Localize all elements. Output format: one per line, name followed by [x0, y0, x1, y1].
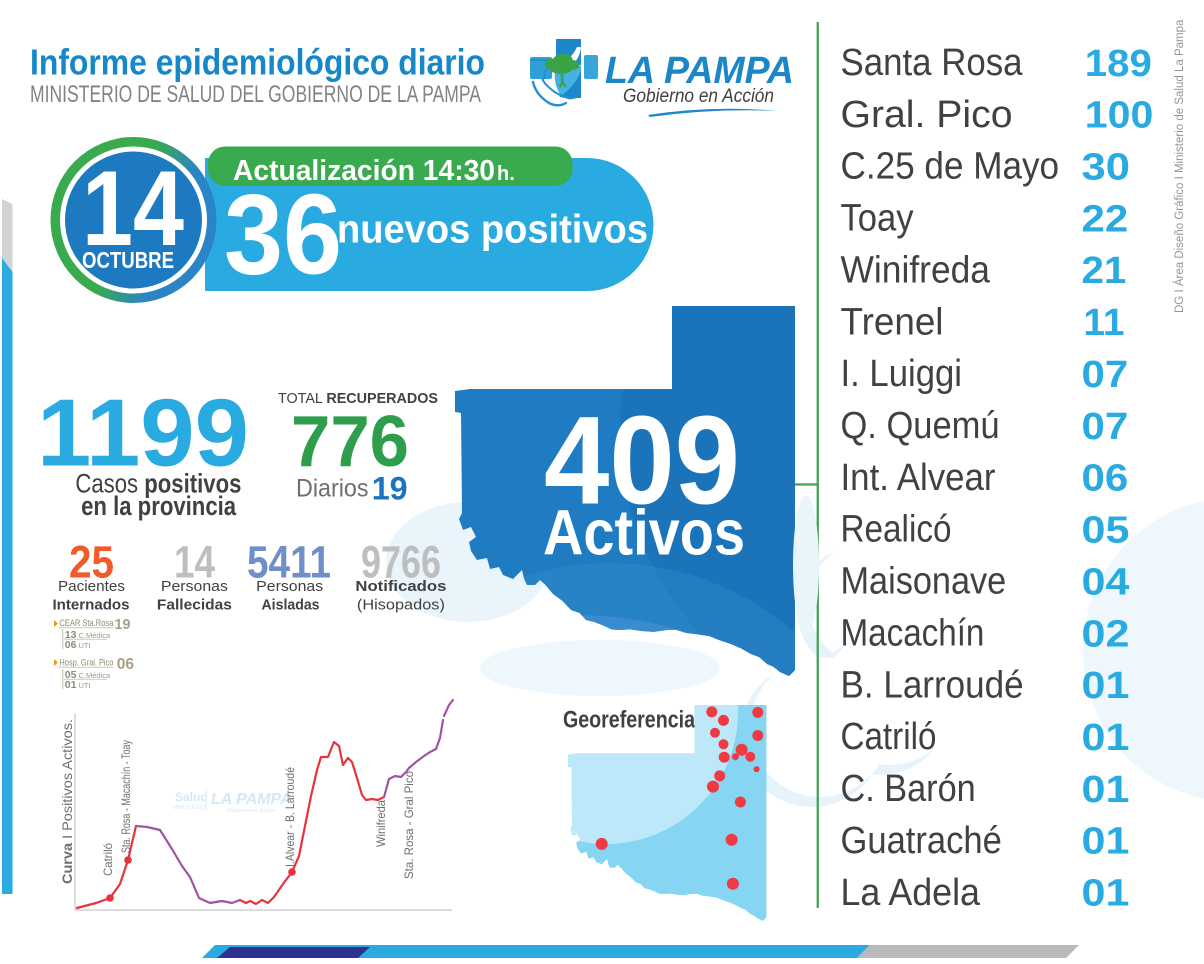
svg-text:Aisladas: Aisladas — [262, 597, 320, 614]
svg-text:Gobierno en Acción: Gobierno en Acción — [623, 86, 774, 107]
svg-text:OCTUBRE: OCTUBRE — [82, 247, 174, 273]
svg-text:nuevos positivos: nuevos positivos — [337, 208, 648, 252]
svg-text:C.Médica: C.Médica — [79, 671, 112, 680]
svg-text:Personas: Personas — [256, 578, 323, 595]
svg-text:DG I Área Diseño Gráfico I Min: DG I Área Diseño Gráfico I Ministerio de… — [1173, 19, 1186, 313]
svg-text:MINISTERIO DE SALUD DEL GOBIER: MINISTERIO DE SALUD DEL GOBIERNO DE LA P… — [30, 81, 481, 108]
svg-text:Int. Alvear: Int. Alvear — [841, 456, 996, 499]
svg-text:UTI: UTI — [79, 681, 91, 690]
svg-text:h.: h. — [497, 163, 515, 185]
svg-text:MINISTERIO: MINISTERIO — [173, 805, 206, 811]
svg-text:14: 14 — [174, 537, 215, 588]
svg-text:06: 06 — [117, 656, 134, 673]
svg-text:22: 22 — [1082, 197, 1129, 240]
svg-text:La Adela: La Adela — [841, 871, 981, 914]
svg-text:Winifreda: Winifreda — [841, 248, 991, 291]
svg-text:21: 21 — [1082, 249, 1127, 292]
svg-text:01: 01 — [1082, 820, 1130, 863]
svg-text:100: 100 — [1085, 94, 1154, 137]
svg-text:02: 02 — [1082, 612, 1130, 655]
svg-text:LA PAMPA: LA PAMPA — [605, 49, 794, 92]
svg-text:Gral. Pico: Gral. Pico — [841, 93, 1013, 136]
svg-text:30: 30 — [1082, 146, 1131, 189]
svg-text:Sta. Rosa - Macachín - Toay: Sta. Rosa - Macachín - Toay — [119, 740, 133, 853]
svg-text:1199: 1199 — [37, 381, 249, 487]
svg-text:Trenel: Trenel — [841, 300, 944, 343]
svg-text:Diarios: Diarios — [296, 475, 369, 503]
svg-text:04: 04 — [1082, 560, 1131, 603]
svg-text:LA PAMPA: LA PAMPA — [211, 791, 292, 808]
svg-text:C.25 de Mayo: C.25 de Mayo — [841, 145, 1060, 188]
svg-text:Activos: Activos — [543, 496, 745, 568]
svg-text:Realicó: Realicó — [841, 508, 952, 551]
svg-text:06: 06 — [65, 639, 77, 651]
svg-text:05: 05 — [1082, 509, 1130, 552]
svg-text:Casos positivos: Casos positivos — [75, 468, 241, 498]
svg-text:Hosp. Gral. Pico: Hosp. Gral. Pico — [59, 658, 113, 669]
svg-text:25: 25 — [69, 537, 114, 588]
svg-text:Informe epidemiológico diario: Informe epidemiológico diario — [30, 42, 485, 83]
svg-text:Actualización 14:30: Actualización 14:30 — [233, 155, 495, 187]
svg-text:13: 13 — [65, 629, 77, 641]
svg-text:C.Médica: C.Médica — [79, 631, 112, 640]
svg-text:I.Alvear - B. Larroudé: I.Alvear - B. Larroudé — [283, 767, 297, 867]
svg-text:06: 06 — [1082, 457, 1129, 500]
svg-text:11: 11 — [1083, 301, 1124, 344]
svg-text:01: 01 — [1082, 768, 1130, 811]
svg-text:189: 189 — [1085, 42, 1152, 85]
svg-text:01: 01 — [65, 679, 77, 691]
svg-text:I. Luiggi: I. Luiggi — [841, 352, 963, 395]
svg-text:Curva I Positivos Activos.: Curva I Positivos Activos. — [59, 719, 75, 884]
svg-text:C. Barón: C. Barón — [841, 767, 976, 810]
svg-text:409: 409 — [544, 391, 740, 530]
svg-text:19: 19 — [115, 617, 131, 633]
svg-text:Personas: Personas — [161, 578, 228, 595]
svg-text:01: 01 — [1082, 716, 1130, 759]
svg-text:Guatraché: Guatraché — [841, 819, 1002, 862]
svg-text:776: 776 — [291, 402, 409, 482]
svg-text:9766: 9766 — [361, 537, 441, 588]
svg-text:(Hisopados): (Hisopados) — [357, 597, 445, 614]
svg-text:Notificados: Notificados — [355, 578, 446, 595]
svg-text:Sta. Rosa - Gral Pico: Sta. Rosa - Gral Pico — [402, 771, 416, 879]
svg-text:36: 36 — [224, 171, 342, 298]
svg-text:Fallecidas: Fallecidas — [157, 597, 232, 614]
svg-text:5411: 5411 — [247, 537, 331, 588]
svg-text:Georeferencia: Georeferencia — [563, 706, 695, 733]
svg-text:Gobierno en Acción: Gobierno en Acción — [227, 808, 275, 814]
svg-text:Winifreda: Winifreda — [374, 800, 388, 847]
svg-text:07: 07 — [1082, 405, 1129, 448]
svg-text:Internados: Internados — [53, 597, 130, 614]
svg-text:19: 19 — [372, 470, 408, 507]
svg-text:Pacientes: Pacientes — [58, 578, 125, 595]
svg-text:B. Larroudé: B. Larroudé — [841, 663, 1024, 706]
svg-text:CEAR Sta.Rosa: CEAR Sta.Rosa — [59, 618, 114, 629]
svg-text:Catriló: Catriló — [841, 715, 937, 758]
svg-text:01: 01 — [1082, 664, 1130, 707]
svg-text:UTI: UTI — [79, 641, 91, 650]
svg-text:en la provincia: en la provincia — [81, 491, 237, 521]
svg-text:Toay: Toay — [841, 197, 915, 240]
svg-text:TOTAL RECUPERADOS: TOTAL RECUPERADOS — [278, 390, 438, 407]
svg-text:01: 01 — [1082, 872, 1130, 915]
svg-text:Santa Rosa: Santa Rosa — [841, 41, 1024, 84]
svg-text:14: 14 — [82, 148, 184, 268]
svg-text:07: 07 — [1082, 353, 1129, 396]
svg-text:Maisonave: Maisonave — [841, 560, 1007, 603]
svg-text:Macachín: Macachín — [841, 612, 985, 655]
svg-text:Q. Quemú: Q. Quemú — [841, 404, 1000, 447]
svg-text:05: 05 — [65, 669, 77, 681]
svg-text:Salud: Salud — [175, 790, 208, 804]
svg-text:Catriló: Catriló — [101, 843, 115, 876]
